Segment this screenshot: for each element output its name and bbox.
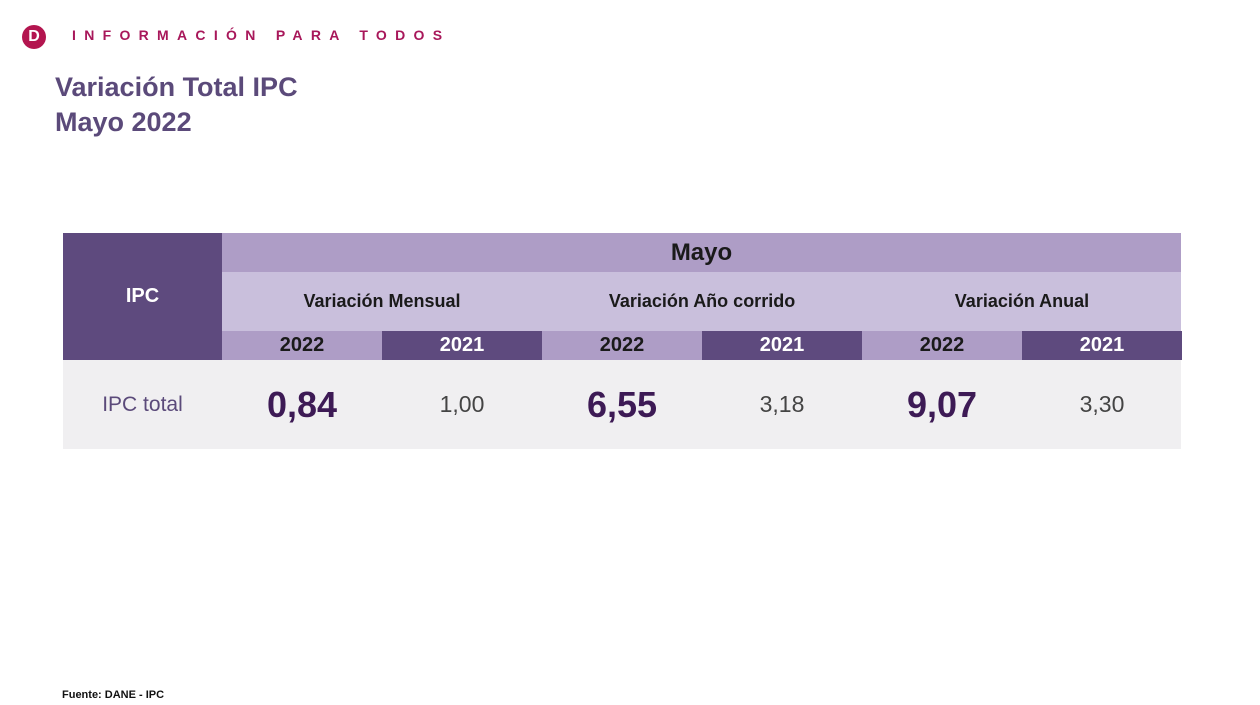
data-row [63, 360, 1181, 449]
group-band [222, 272, 1181, 331]
title-line-2: Mayo 2022 [55, 107, 192, 137]
value-2022: 0,84 [266, 383, 338, 425]
year-2021-header: 2021 [382, 331, 542, 360]
group-label: Variación Anual [954, 291, 1090, 311]
period-header: Mayo [222, 233, 1181, 272]
year-2022-header: 2022 [542, 331, 702, 360]
value-2021: 3,18 [759, 391, 805, 417]
row-header-ipc: IPC [63, 233, 222, 360]
source-note: Fuente: DANE - IPC [62, 689, 165, 701]
value-2022: 9,07 [906, 383, 978, 425]
row-label: IPC total [102, 392, 183, 416]
group-label: Variación Mensual [303, 291, 461, 311]
group-label: Variación Año corrido [608, 291, 796, 311]
year-2022-header: 2022 [862, 331, 1022, 360]
title-line-1: Variación Total IPC [55, 72, 298, 102]
tagline: INFORMACIÓN PARA TODOS [72, 27, 451, 43]
value-2021: 3,30 [1079, 391, 1125, 417]
year-2021-header: 2021 [702, 331, 862, 360]
year-2021-header: 2021 [1022, 331, 1182, 360]
dane-logo: D [22, 25, 46, 49]
value-2022: 6,55 [586, 383, 658, 425]
year-2022-header: 2022 [222, 331, 382, 360]
value-2021: 1,00 [439, 391, 485, 417]
page-title: Variación Total IPC Mayo 2022 [55, 70, 298, 140]
